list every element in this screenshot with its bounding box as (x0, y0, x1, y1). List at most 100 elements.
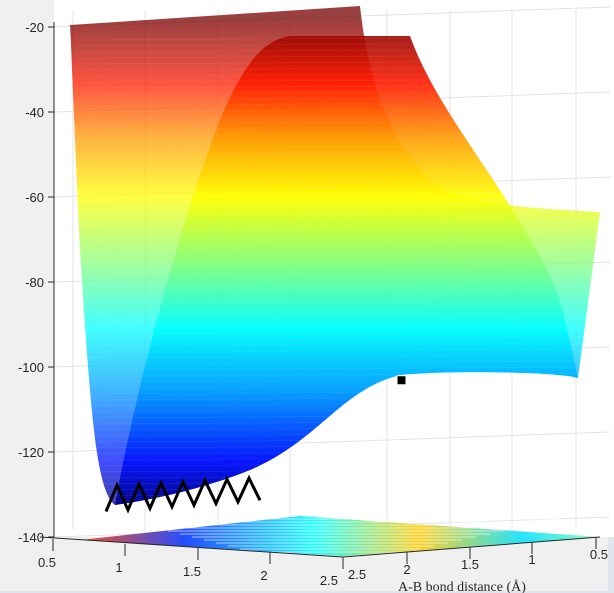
x-right-tick-label: 2.5 (348, 567, 366, 582)
mesh-line (79, 450, 591, 455)
mesh-line (79, 330, 591, 335)
mesh-line (79, 90, 591, 95)
mesh-line (79, 60, 591, 65)
floor-contour-stripes (120, 518, 560, 553)
x-right-tick-label: 1.5 (461, 557, 479, 572)
z-tick-label: -80 (25, 275, 44, 290)
mesh-line (79, 378, 591, 383)
mesh-line (79, 54, 591, 59)
x-axis-right-line (342, 536, 601, 558)
mesh-line (79, 420, 591, 425)
x-right-tick-label: 1 (528, 552, 535, 567)
mesh-line (79, 432, 591, 437)
mesh-line (79, 138, 591, 143)
mesh-line (79, 294, 591, 299)
mesh-line (79, 264, 591, 269)
mesh-line (79, 408, 591, 413)
mesh-line (79, 162, 591, 167)
mesh-line (79, 324, 591, 329)
mesh-line (79, 210, 591, 215)
mesh-line (79, 192, 591, 197)
mesh-line (79, 246, 591, 251)
x-axis-label: A-B bond distance (Å) (398, 579, 526, 593)
mesh-line (79, 78, 591, 83)
z-tick-label: -100 (18, 360, 44, 375)
mesh-line (79, 36, 591, 41)
x-left-tick-label: 2.5 (320, 573, 338, 588)
x-axis-left-line (39, 536, 344, 558)
surface-mesh-lines (79, 36, 591, 497)
z-tick-label: -140 (18, 530, 44, 545)
mesh-line (79, 234, 591, 239)
mesh-line (79, 96, 591, 101)
end-point-marker (396, 375, 407, 386)
mesh-line (79, 270, 591, 275)
mesh-line (79, 444, 591, 449)
x-right-tick-label: 0.5 (590, 547, 608, 562)
mesh-line (79, 156, 591, 161)
mesh-line (79, 366, 591, 371)
mesh-line (79, 114, 591, 119)
mesh-line (79, 318, 591, 323)
mesh-line (79, 126, 591, 131)
mesh-line (79, 300, 591, 305)
mesh-line (79, 174, 591, 179)
z-tick-label: -40 (25, 105, 44, 120)
mesh-line (79, 336, 591, 341)
mesh-line (79, 222, 591, 227)
mesh-line (79, 252, 591, 257)
x-left-tick-label: 1 (115, 560, 122, 575)
mesh-line (79, 48, 591, 53)
mesh-line (79, 72, 591, 77)
mesh-line (79, 462, 591, 467)
x-left-tick-label: 0.5 (38, 555, 56, 570)
z-tick-label: -60 (25, 190, 44, 205)
mesh-line (79, 288, 591, 293)
mesh-line (79, 438, 591, 443)
mesh-line (79, 186, 591, 191)
mesh-line (79, 456, 591, 461)
mesh-line (79, 276, 591, 281)
mesh-line (79, 348, 591, 353)
mesh-line (79, 342, 591, 347)
mesh-line (79, 426, 591, 431)
x-left-tick-label: 2 (260, 568, 267, 583)
mesh-line (79, 360, 591, 365)
mesh-line (79, 354, 591, 359)
x-left-tick-label: 1.5 (183, 564, 201, 579)
mesh-line (79, 180, 591, 185)
mesh-line (79, 372, 591, 377)
mesh-line (79, 120, 591, 125)
mesh-line (79, 492, 591, 497)
floor-contour (80, 516, 600, 556)
energy-surface-ridge (115, 36, 578, 505)
mesh-line (79, 84, 591, 89)
mesh-line (79, 144, 591, 149)
mesh-line (79, 258, 591, 263)
mesh-line (79, 390, 591, 395)
mesh-line (79, 480, 591, 485)
x-right-tick-label: 2 (403, 562, 410, 577)
mesh-line (79, 468, 591, 473)
mesh-line (79, 414, 591, 419)
mesh-line (79, 474, 591, 479)
mesh-line (79, 66, 591, 71)
z-tick-label: -20 (25, 20, 44, 35)
mesh-line (79, 396, 591, 401)
reaction-trajectory (104, 474, 262, 514)
mesh-line (79, 228, 591, 233)
mesh-line (79, 150, 591, 155)
mesh-line (79, 108, 591, 113)
mesh-line (79, 198, 591, 203)
mesh-line (79, 402, 591, 407)
mesh-line (79, 168, 591, 173)
mesh-line (79, 282, 591, 287)
z-tick-label: -120 (18, 445, 44, 460)
mesh-line (79, 204, 591, 209)
mesh-line (79, 42, 591, 47)
window-border-bottom (0, 591, 614, 593)
mesh-line (79, 240, 591, 245)
mesh-line (79, 312, 591, 317)
mesh-line (79, 132, 591, 137)
